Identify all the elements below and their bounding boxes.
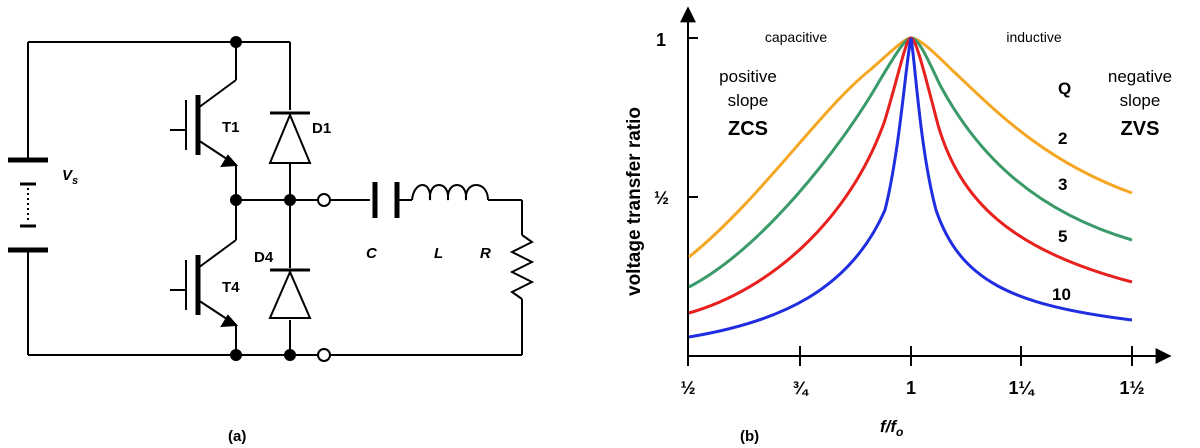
left-note-line1: positive [719,67,777,86]
resistor-r [509,234,535,300]
region-capacitive: capacitive [765,29,827,45]
left-mode: ZCS [728,118,768,140]
terminal-bottom [317,348,331,362]
curve-q10 [688,37,1133,339]
x-tick-label-1: 1 [906,378,916,398]
inductor-label: L [434,245,443,262]
terminal-top [317,193,331,207]
inductor-l [411,184,489,201]
left-note-line2: slope [728,91,769,110]
q-label-2: 2 [1058,129,1067,148]
caption-b: (b) [740,428,759,445]
x-tick-label-3q: ¾ [792,378,809,398]
caption-a: (a) [228,428,246,445]
resistor-label: R [480,245,491,262]
region-inductive: inductive [1006,29,1061,45]
q-label-10: 10 [1052,285,1071,304]
d1-label: D1 [312,120,331,137]
source-label: Vs [62,167,78,187]
x-tick-label-half: ½ [680,378,695,398]
t4-label: T4 [222,279,240,296]
q-label-3: 3 [1058,175,1067,194]
transistor-t4 [170,200,240,355]
curves [688,36,1133,339]
y-axis-label: voltage transfer ratio [624,107,645,296]
plot-axes [680,6,1172,366]
x-tick-label-5q: 1¼ [1008,378,1035,398]
diode-d4 [268,268,312,319]
transistor-t1 [170,42,240,200]
junction-dots [230,36,296,361]
inverter-circuit [8,36,535,362]
q-label-5: 5 [1058,227,1067,246]
t1-label: T1 [222,119,240,136]
right-note-line1: negative [1108,67,1172,86]
x-axis-label: f/fo [880,417,903,439]
capacitor-c [372,182,400,218]
y-tick-label-half: ½ [654,188,669,208]
q-title: Q [1058,79,1071,98]
x-tick-label-3h: 1½ [1119,378,1144,398]
capacitor-label: C [366,245,378,262]
right-mode: ZVS [1121,118,1160,140]
right-note-line2: slope [1120,91,1161,110]
y-tick-label-1: 1 [656,30,666,50]
battery-symbol [8,157,48,253]
d4-label: D4 [254,249,274,266]
diode-d1 [268,111,312,165]
